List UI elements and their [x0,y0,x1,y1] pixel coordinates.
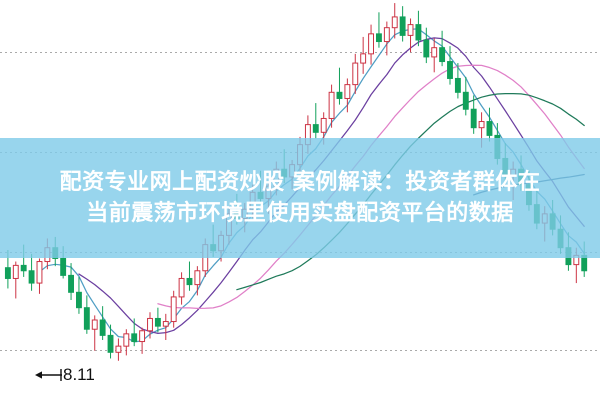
candle [123,329,130,356]
candle [415,10,422,47]
candle [439,30,446,67]
candle [99,306,106,340]
candle [454,63,461,99]
low-price-annotation: 8.11 [63,365,95,384]
candle [344,78,351,113]
candle [447,46,453,85]
banner-line-2: 当前震荡市环境里使用实盘配资平台的数据 [86,201,514,226]
candle [131,318,138,347]
candle [178,272,185,305]
candle [107,324,114,359]
candle [91,315,98,351]
candle [312,103,319,139]
candle [68,263,75,300]
annotation-arrow-icon [35,369,62,381]
candle [470,95,477,134]
candle [83,295,90,334]
candle [76,276,82,314]
candle [162,313,169,340]
candle [147,312,153,339]
candle [423,27,430,64]
candle [28,253,35,291]
candle [462,76,469,116]
candle [328,84,335,128]
candle [186,261,193,291]
candle [194,266,201,296]
candle [115,338,122,361]
candle [383,21,390,56]
candle [407,18,414,53]
candle [12,261,19,299]
candle [360,36,367,74]
candle [431,38,438,73]
candle [399,6,406,42]
candle [391,3,398,39]
banner-line-1: 配资专业网上配资炒股 案例解读：投资者群体在 [59,169,541,195]
title-banner: 配资专业网上配资炒股 案例解读：投资者群体在 当前震荡市环境里使用实盘配资平台的… [0,138,600,258]
candle [352,53,359,94]
candle [368,24,374,65]
candle [486,107,493,142]
candle [154,307,161,333]
candle [139,327,146,354]
candle [336,67,343,105]
candle [36,258,43,294]
candle [170,290,177,328]
candle [376,12,382,48]
